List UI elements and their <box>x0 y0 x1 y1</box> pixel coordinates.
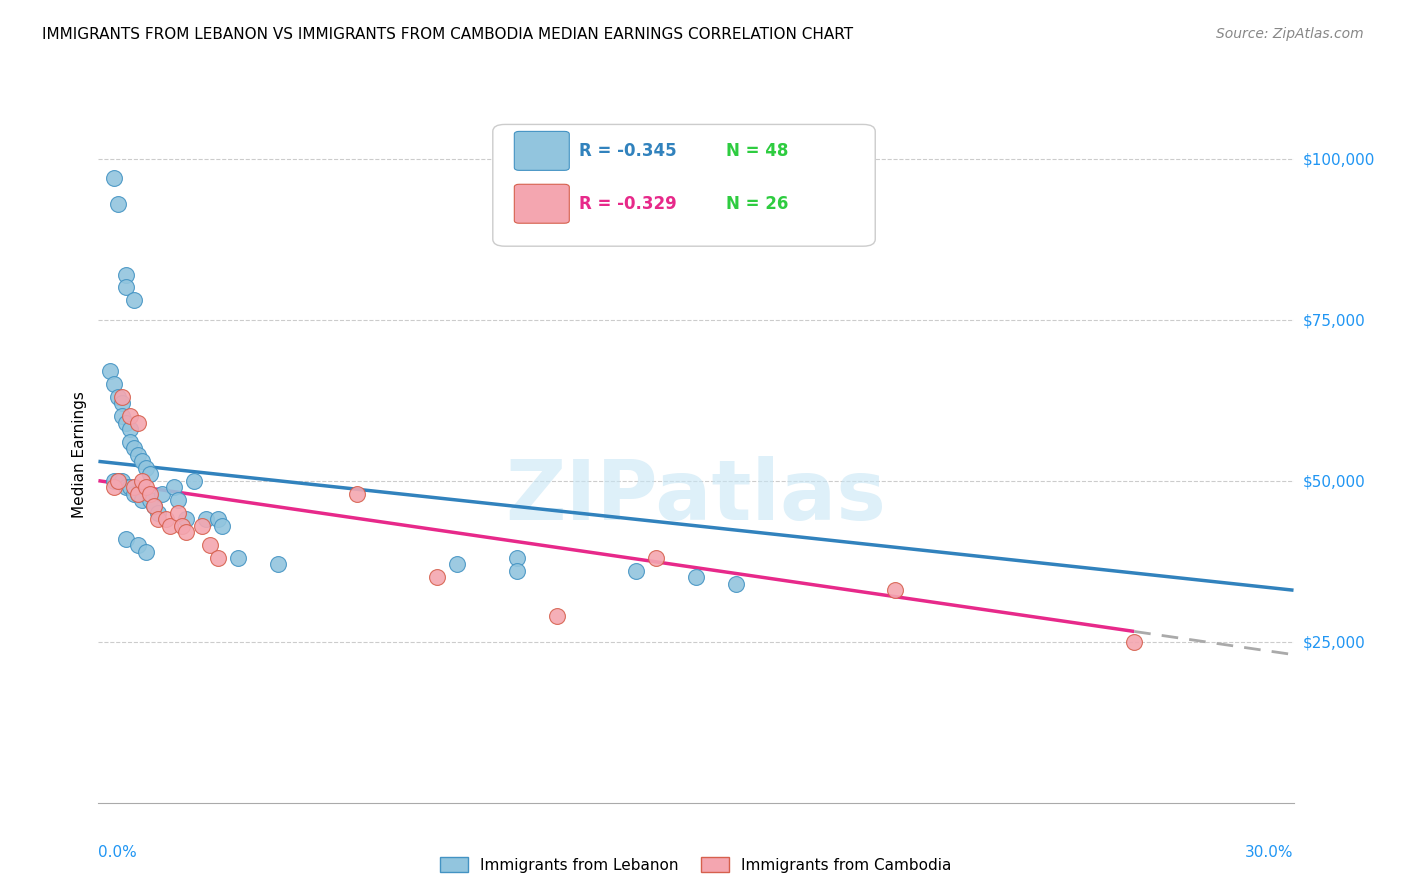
Point <box>506 551 529 566</box>
Point <box>506 564 529 578</box>
Point <box>207 512 229 526</box>
Point <box>155 512 177 526</box>
Point <box>685 570 707 584</box>
Point <box>167 493 190 508</box>
Point <box>148 506 170 520</box>
Point <box>139 493 162 508</box>
Point <box>426 570 449 584</box>
Point <box>624 564 647 578</box>
Point <box>111 390 134 404</box>
Point <box>115 480 138 494</box>
Point <box>645 551 668 566</box>
Point <box>127 486 149 500</box>
Point <box>135 544 157 558</box>
Point <box>172 518 194 533</box>
Point <box>124 486 146 500</box>
Point <box>267 558 290 572</box>
Point <box>103 474 125 488</box>
Point <box>174 525 197 540</box>
Point <box>103 170 125 185</box>
Point <box>174 512 197 526</box>
Point <box>446 558 468 572</box>
Point <box>115 280 138 294</box>
Point <box>111 474 134 488</box>
Text: 30.0%: 30.0% <box>1246 845 1294 860</box>
Point <box>107 196 129 211</box>
Point <box>191 518 214 533</box>
Point <box>111 396 134 410</box>
Point <box>111 409 134 424</box>
Text: R = -0.345: R = -0.345 <box>579 142 676 160</box>
Point <box>98 364 122 378</box>
FancyBboxPatch shape <box>515 185 569 223</box>
Point <box>103 480 125 494</box>
Point <box>120 409 142 424</box>
Point <box>103 377 125 392</box>
Point <box>884 583 907 598</box>
Point <box>127 486 149 500</box>
Point <box>1123 634 1146 648</box>
Point <box>107 474 129 488</box>
Point <box>131 493 153 508</box>
Point <box>131 474 153 488</box>
Point <box>127 538 149 552</box>
Point <box>120 435 142 450</box>
Point <box>546 609 568 624</box>
Point <box>127 416 149 430</box>
Point <box>167 506 190 520</box>
Point <box>183 474 205 488</box>
Text: IMMIGRANTS FROM LEBANON VS IMMIGRANTS FROM CAMBODIA MEDIAN EARNINGS CORRELATION : IMMIGRANTS FROM LEBANON VS IMMIGRANTS FR… <box>42 27 853 42</box>
Point <box>226 551 249 566</box>
Point <box>211 518 233 533</box>
Point <box>159 518 181 533</box>
Point <box>115 532 138 546</box>
Y-axis label: Median Earnings: Median Earnings <box>72 392 87 518</box>
Text: Source: ZipAtlas.com: Source: ZipAtlas.com <box>1216 27 1364 41</box>
Point <box>346 486 368 500</box>
FancyBboxPatch shape <box>515 131 569 170</box>
Point <box>194 512 218 526</box>
Point <box>115 268 138 282</box>
Point <box>131 454 153 468</box>
Point <box>143 500 166 514</box>
Text: 0.0%: 0.0% <box>98 845 138 860</box>
Point <box>135 480 157 494</box>
Text: ZIPatlas: ZIPatlas <box>506 456 886 537</box>
Point <box>148 512 170 526</box>
Point <box>115 416 138 430</box>
Point <box>198 538 221 552</box>
Point <box>107 390 129 404</box>
Point <box>139 467 162 482</box>
Point <box>163 480 186 494</box>
Point <box>120 422 142 436</box>
Point <box>139 486 162 500</box>
Point <box>120 480 142 494</box>
Text: N = 26: N = 26 <box>725 194 789 213</box>
Point <box>124 293 146 308</box>
Point <box>724 576 747 591</box>
Point <box>143 500 166 514</box>
Legend: Immigrants from Lebanon, Immigrants from Cambodia: Immigrants from Lebanon, Immigrants from… <box>434 850 957 879</box>
Text: N = 48: N = 48 <box>725 142 789 160</box>
Text: R = -0.329: R = -0.329 <box>579 194 676 213</box>
Point <box>124 480 146 494</box>
Point <box>150 486 173 500</box>
Point <box>207 551 229 566</box>
Point <box>135 460 157 475</box>
Point <box>127 448 149 462</box>
Point <box>124 442 146 456</box>
Point <box>107 474 129 488</box>
FancyBboxPatch shape <box>494 125 875 246</box>
